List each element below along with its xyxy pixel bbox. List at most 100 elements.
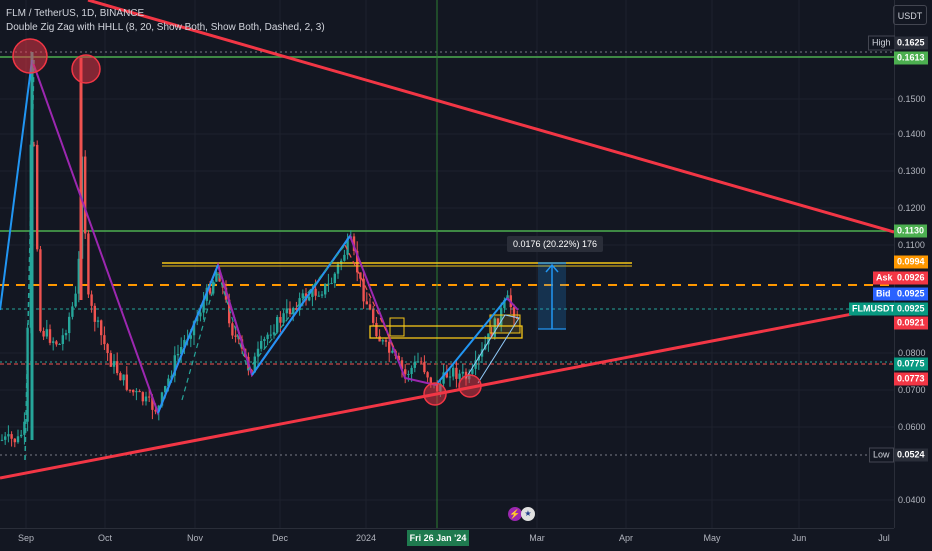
- chart-plot-area[interactable]: [0, 0, 894, 528]
- descending-trendline[interactable]: [87, 0, 894, 234]
- candle-body: [23, 421, 26, 435]
- measure-label: 0.0176 (20.22%) 176: [507, 236, 604, 252]
- bottom-circle-2: [458, 374, 482, 398]
- y-tick: 0.1100: [898, 240, 925, 250]
- candle-body: [228, 299, 231, 324]
- rising-channel[interactable]: [465, 314, 520, 384]
- candle-body: [458, 373, 461, 379]
- y-tick: 0.1300: [898, 166, 926, 176]
- candle-body: [84, 156, 87, 234]
- y-tick: 0.1400: [898, 129, 926, 139]
- zigzag-blue-1: [157, 264, 219, 414]
- candle-body: [269, 334, 272, 336]
- symbol-title[interactable]: FLM / TetherUS, 1D, BINANCE: [6, 8, 145, 19]
- candle-body: [516, 317, 519, 320]
- high-tag: High: [868, 35, 895, 51]
- candle-body: [16, 436, 20, 443]
- candle-body: [199, 312, 202, 317]
- candle-body: [212, 281, 215, 294]
- candle-body: [180, 347, 183, 354]
- candle-body: [160, 392, 164, 406]
- candle-body: [279, 317, 282, 323]
- level-resist-label: 0.1130: [894, 224, 928, 238]
- candle-body: [452, 367, 455, 377]
- candle-body: [423, 362, 426, 373]
- candle-body: [122, 374, 125, 381]
- candle-body: [327, 283, 330, 285]
- us-flag-icon[interactable]: ★: [521, 507, 535, 521]
- candle-body: [320, 294, 324, 296]
- ask-value: 0.0926: [894, 271, 928, 285]
- candle-body: [442, 372, 445, 384]
- candle-body: [461, 371, 464, 374]
- zigzag-purple-end: [506, 297, 519, 311]
- x-tick: Mar: [529, 533, 545, 543]
- x-tick: Sep: [17, 533, 35, 543]
- x-tick: Jun: [791, 533, 807, 543]
- candle-body: [285, 308, 288, 314]
- candle-body: [288, 308, 292, 315]
- candle-body: [272, 332, 276, 335]
- candle-body: [36, 144, 39, 250]
- candle-body: [106, 344, 109, 354]
- candle-body: [68, 316, 71, 334]
- ascending-trendline[interactable]: [0, 304, 894, 480]
- candle-body: [500, 308, 503, 326]
- candle-body: [426, 372, 429, 378]
- candle-body: [314, 288, 317, 296]
- candle-body: [189, 335, 192, 339]
- zigzag-blue-3: [435, 297, 508, 386]
- candle-body: [445, 372, 448, 378]
- high-value: 0.1625: [894, 36, 928, 50]
- candle-body: [48, 329, 52, 343]
- candle-body: [42, 330, 45, 337]
- orange-level-label: 0.0994: [894, 255, 928, 269]
- symbol-value: 0.0925: [894, 302, 928, 316]
- candle-body: [93, 305, 96, 322]
- yellow-consolidation-box[interactable]: [369, 325, 523, 339]
- x-tick: 2024: [355, 533, 377, 543]
- time-axis[interactable]: [0, 528, 894, 551]
- chart-canvas[interactable]: [0, 0, 894, 528]
- candle-body: [359, 272, 362, 279]
- candle-body: [368, 304, 372, 310]
- currency-button[interactable]: USDT: [893, 5, 927, 25]
- candle-body: [39, 249, 42, 331]
- candle-body: [144, 396, 148, 402]
- candle-body: [477, 356, 480, 361]
- x-tick: Oct: [97, 533, 113, 543]
- zigzag-dashed-mid: [181, 244, 346, 401]
- candle-body: [77, 258, 80, 294]
- candle-body: [74, 293, 77, 307]
- yellow-small-box[interactable]: [389, 317, 405, 337]
- candle-body: [32, 144, 36, 146]
- candle-body: [231, 323, 234, 336]
- indicator-title[interactable]: Double Zig Zag with HHLL (8, 20, Show Bo…: [6, 22, 325, 33]
- candle-body: [116, 361, 119, 374]
- candle-body: [96, 320, 100, 322]
- candle-body: [420, 361, 423, 363]
- low-value: 0.0524: [894, 448, 928, 462]
- candle-body: [429, 377, 432, 384]
- candle-body: [308, 296, 311, 301]
- candle-body: [404, 369, 407, 375]
- candle-body: [256, 348, 260, 357]
- ask-tag: Ask: [873, 271, 896, 285]
- candle-body: [109, 353, 112, 367]
- candle-body: [455, 367, 458, 379]
- candle-body: [192, 321, 196, 336]
- candle-body: [391, 350, 394, 353]
- x-tick: Jul: [878, 533, 890, 543]
- candle-body: [336, 264, 340, 274]
- candle-body: [7, 434, 10, 437]
- lightning-icon[interactable]: ⚡: [508, 507, 522, 521]
- candle-body: [311, 288, 314, 297]
- candle-body: [90, 294, 93, 306]
- x-tick: Apr: [618, 533, 634, 543]
- y-tick: 0.1500: [898, 94, 926, 104]
- top-circle-2: [71, 54, 101, 84]
- candle-body: [148, 396, 151, 398]
- top-circle-1: [12, 38, 48, 74]
- x-tick: Nov: [186, 533, 204, 543]
- candle-body: [388, 341, 391, 353]
